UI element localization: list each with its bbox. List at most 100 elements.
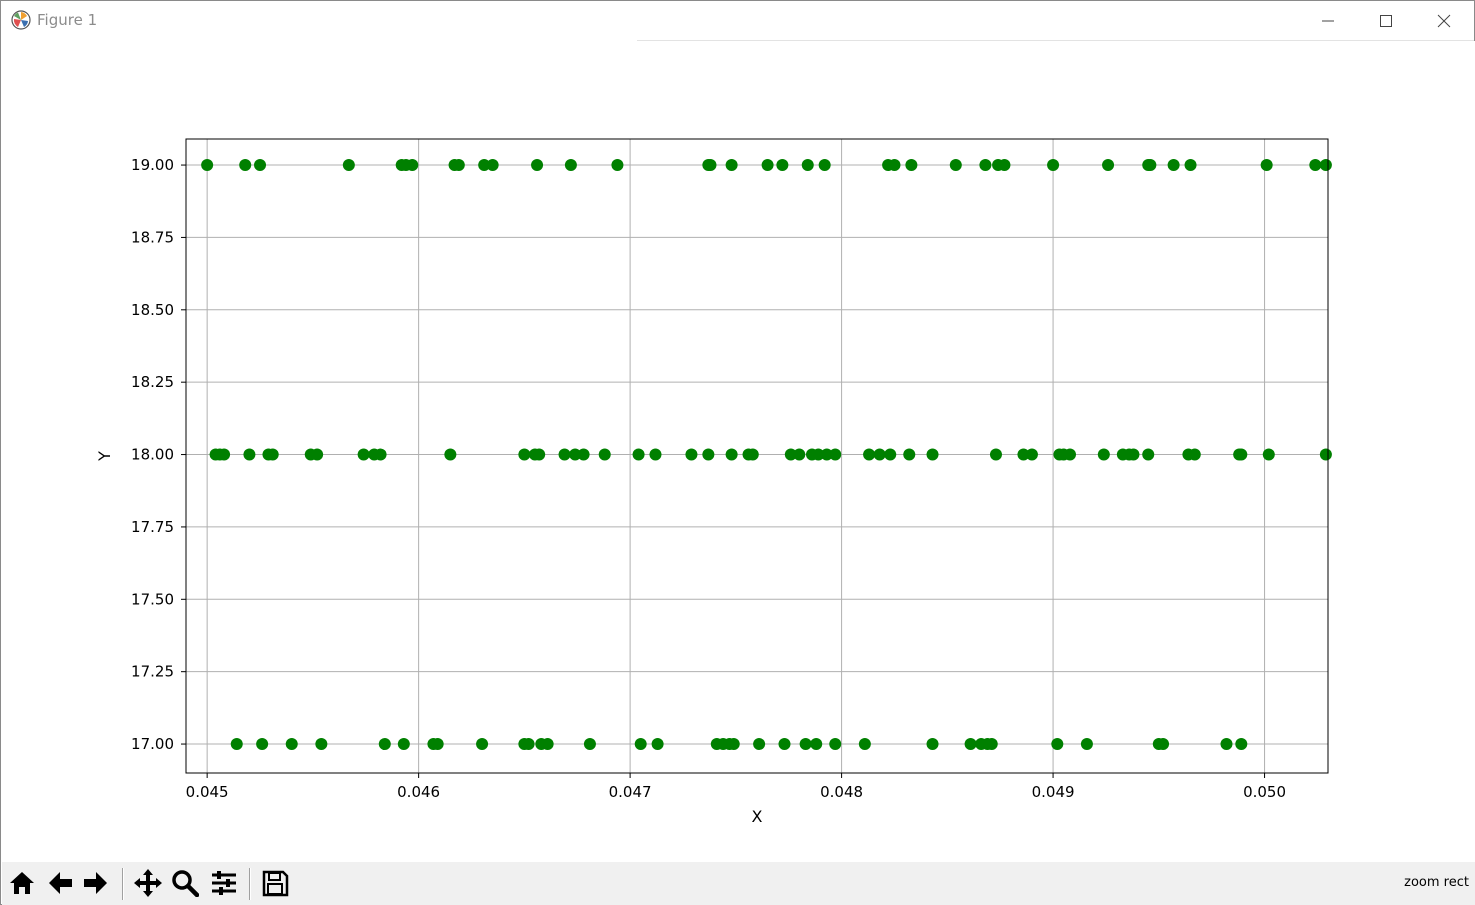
data-point bbox=[746, 448, 759, 461]
data-point bbox=[998, 159, 1011, 172]
y-tick-label: 17.50 bbox=[131, 590, 174, 608]
home-button[interactable] bbox=[5, 866, 39, 900]
data-point bbox=[1063, 448, 1076, 461]
y-tick-label: 18.75 bbox=[131, 228, 174, 246]
data-point bbox=[829, 448, 842, 461]
data-point bbox=[858, 738, 871, 751]
data-point bbox=[533, 448, 546, 461]
data-point bbox=[564, 159, 577, 172]
data-point bbox=[888, 159, 901, 172]
minimize-icon bbox=[1322, 20, 1334, 21]
data-point bbox=[884, 448, 897, 461]
figure-canvas[interactable]: 0.045 0.046 0.047 0.048 0.049 0.050 17.00 17.2… bbox=[2, 41, 1475, 862]
data-point bbox=[1260, 159, 1273, 172]
scatter-points bbox=[201, 159, 1332, 751]
data-point bbox=[685, 448, 698, 461]
forward-icon bbox=[84, 872, 107, 894]
title-separator bbox=[637, 40, 1474, 41]
forward-button[interactable] bbox=[79, 866, 113, 900]
data-point bbox=[583, 738, 596, 751]
data-point bbox=[903, 448, 916, 461]
data-point bbox=[1184, 159, 1197, 172]
y-axis-label: Y bbox=[95, 451, 114, 462]
data-point bbox=[406, 159, 419, 172]
data-point bbox=[793, 448, 806, 461]
data-point bbox=[1319, 159, 1332, 172]
data-point bbox=[522, 738, 535, 751]
data-point bbox=[979, 159, 992, 172]
y-tick-label: 18.00 bbox=[131, 446, 174, 464]
data-point bbox=[444, 448, 457, 461]
data-point bbox=[964, 738, 977, 751]
data-point bbox=[818, 159, 831, 172]
data-point bbox=[727, 738, 740, 751]
toolbar-separator bbox=[122, 868, 124, 900]
data-point bbox=[611, 159, 624, 172]
zoom-icon bbox=[172, 870, 199, 897]
data-point bbox=[239, 159, 252, 172]
data-point bbox=[702, 448, 715, 461]
zoom-button[interactable] bbox=[168, 866, 202, 900]
data-point bbox=[632, 448, 645, 461]
configure-subplots-button[interactable] bbox=[207, 866, 241, 900]
x-axis-label: X bbox=[752, 807, 763, 826]
back-button[interactable] bbox=[43, 866, 77, 900]
close-button[interactable] bbox=[1415, 1, 1473, 40]
data-point bbox=[926, 448, 939, 461]
data-point bbox=[1157, 738, 1170, 751]
data-point bbox=[478, 159, 491, 172]
data-point bbox=[518, 448, 531, 461]
y-axis-ticks: 17.00 17.25 17.50 17.75 18.00 18.25 18.50 18.75… bbox=[131, 156, 186, 753]
data-point bbox=[812, 448, 825, 461]
data-point bbox=[342, 159, 355, 172]
data-point bbox=[1167, 159, 1180, 172]
data-point bbox=[266, 448, 279, 461]
data-point bbox=[476, 738, 489, 751]
axes-frame bbox=[185, 138, 1329, 774]
x-tick-label: 0.045 bbox=[186, 783, 229, 801]
data-point bbox=[598, 448, 611, 461]
back-icon bbox=[49, 872, 72, 894]
data-point bbox=[452, 159, 465, 172]
data-point bbox=[577, 448, 590, 461]
data-point bbox=[218, 448, 231, 461]
data-point bbox=[1097, 448, 1110, 461]
data-point bbox=[1025, 448, 1038, 461]
data-point bbox=[374, 448, 387, 461]
data-point bbox=[776, 159, 789, 172]
window-title: Figure 1 bbox=[37, 11, 98, 29]
title-bar[interactable]: Figure 1 bbox=[1, 1, 1474, 40]
data-point bbox=[651, 738, 664, 751]
data-point bbox=[863, 448, 876, 461]
maximize-button[interactable] bbox=[1357, 1, 1415, 40]
x-tick-label: 0.046 bbox=[397, 783, 440, 801]
save-button[interactable] bbox=[258, 866, 292, 900]
data-point bbox=[431, 738, 444, 751]
y-tick-label: 18.25 bbox=[131, 373, 174, 391]
data-point bbox=[1235, 738, 1248, 751]
data-point bbox=[829, 738, 842, 751]
data-point bbox=[1262, 448, 1275, 461]
data-point bbox=[784, 448, 797, 461]
data-point bbox=[1142, 448, 1155, 461]
configure-subplots-icon bbox=[212, 871, 236, 895]
data-point bbox=[378, 738, 391, 751]
data-point bbox=[801, 159, 814, 172]
data-point bbox=[949, 159, 962, 172]
data-point bbox=[357, 448, 370, 461]
maximize-icon bbox=[1380, 14, 1392, 27]
pan-button[interactable] bbox=[131, 866, 165, 900]
data-point bbox=[1309, 159, 1322, 172]
data-point bbox=[256, 738, 269, 751]
data-point bbox=[1319, 448, 1332, 461]
y-tick-label: 19.00 bbox=[131, 156, 174, 174]
data-point bbox=[649, 448, 662, 461]
data-point bbox=[1051, 738, 1064, 751]
data-point bbox=[1047, 159, 1060, 172]
y-tick-label: 17.75 bbox=[131, 518, 174, 536]
minimize-button[interactable] bbox=[1299, 1, 1357, 40]
data-point bbox=[820, 448, 833, 461]
home-icon bbox=[10, 872, 34, 894]
scatter-chart[interactable]: 0.045 0.046 0.047 0.048 0.049 0.050 17.00 17.2… bbox=[2, 41, 1475, 862]
